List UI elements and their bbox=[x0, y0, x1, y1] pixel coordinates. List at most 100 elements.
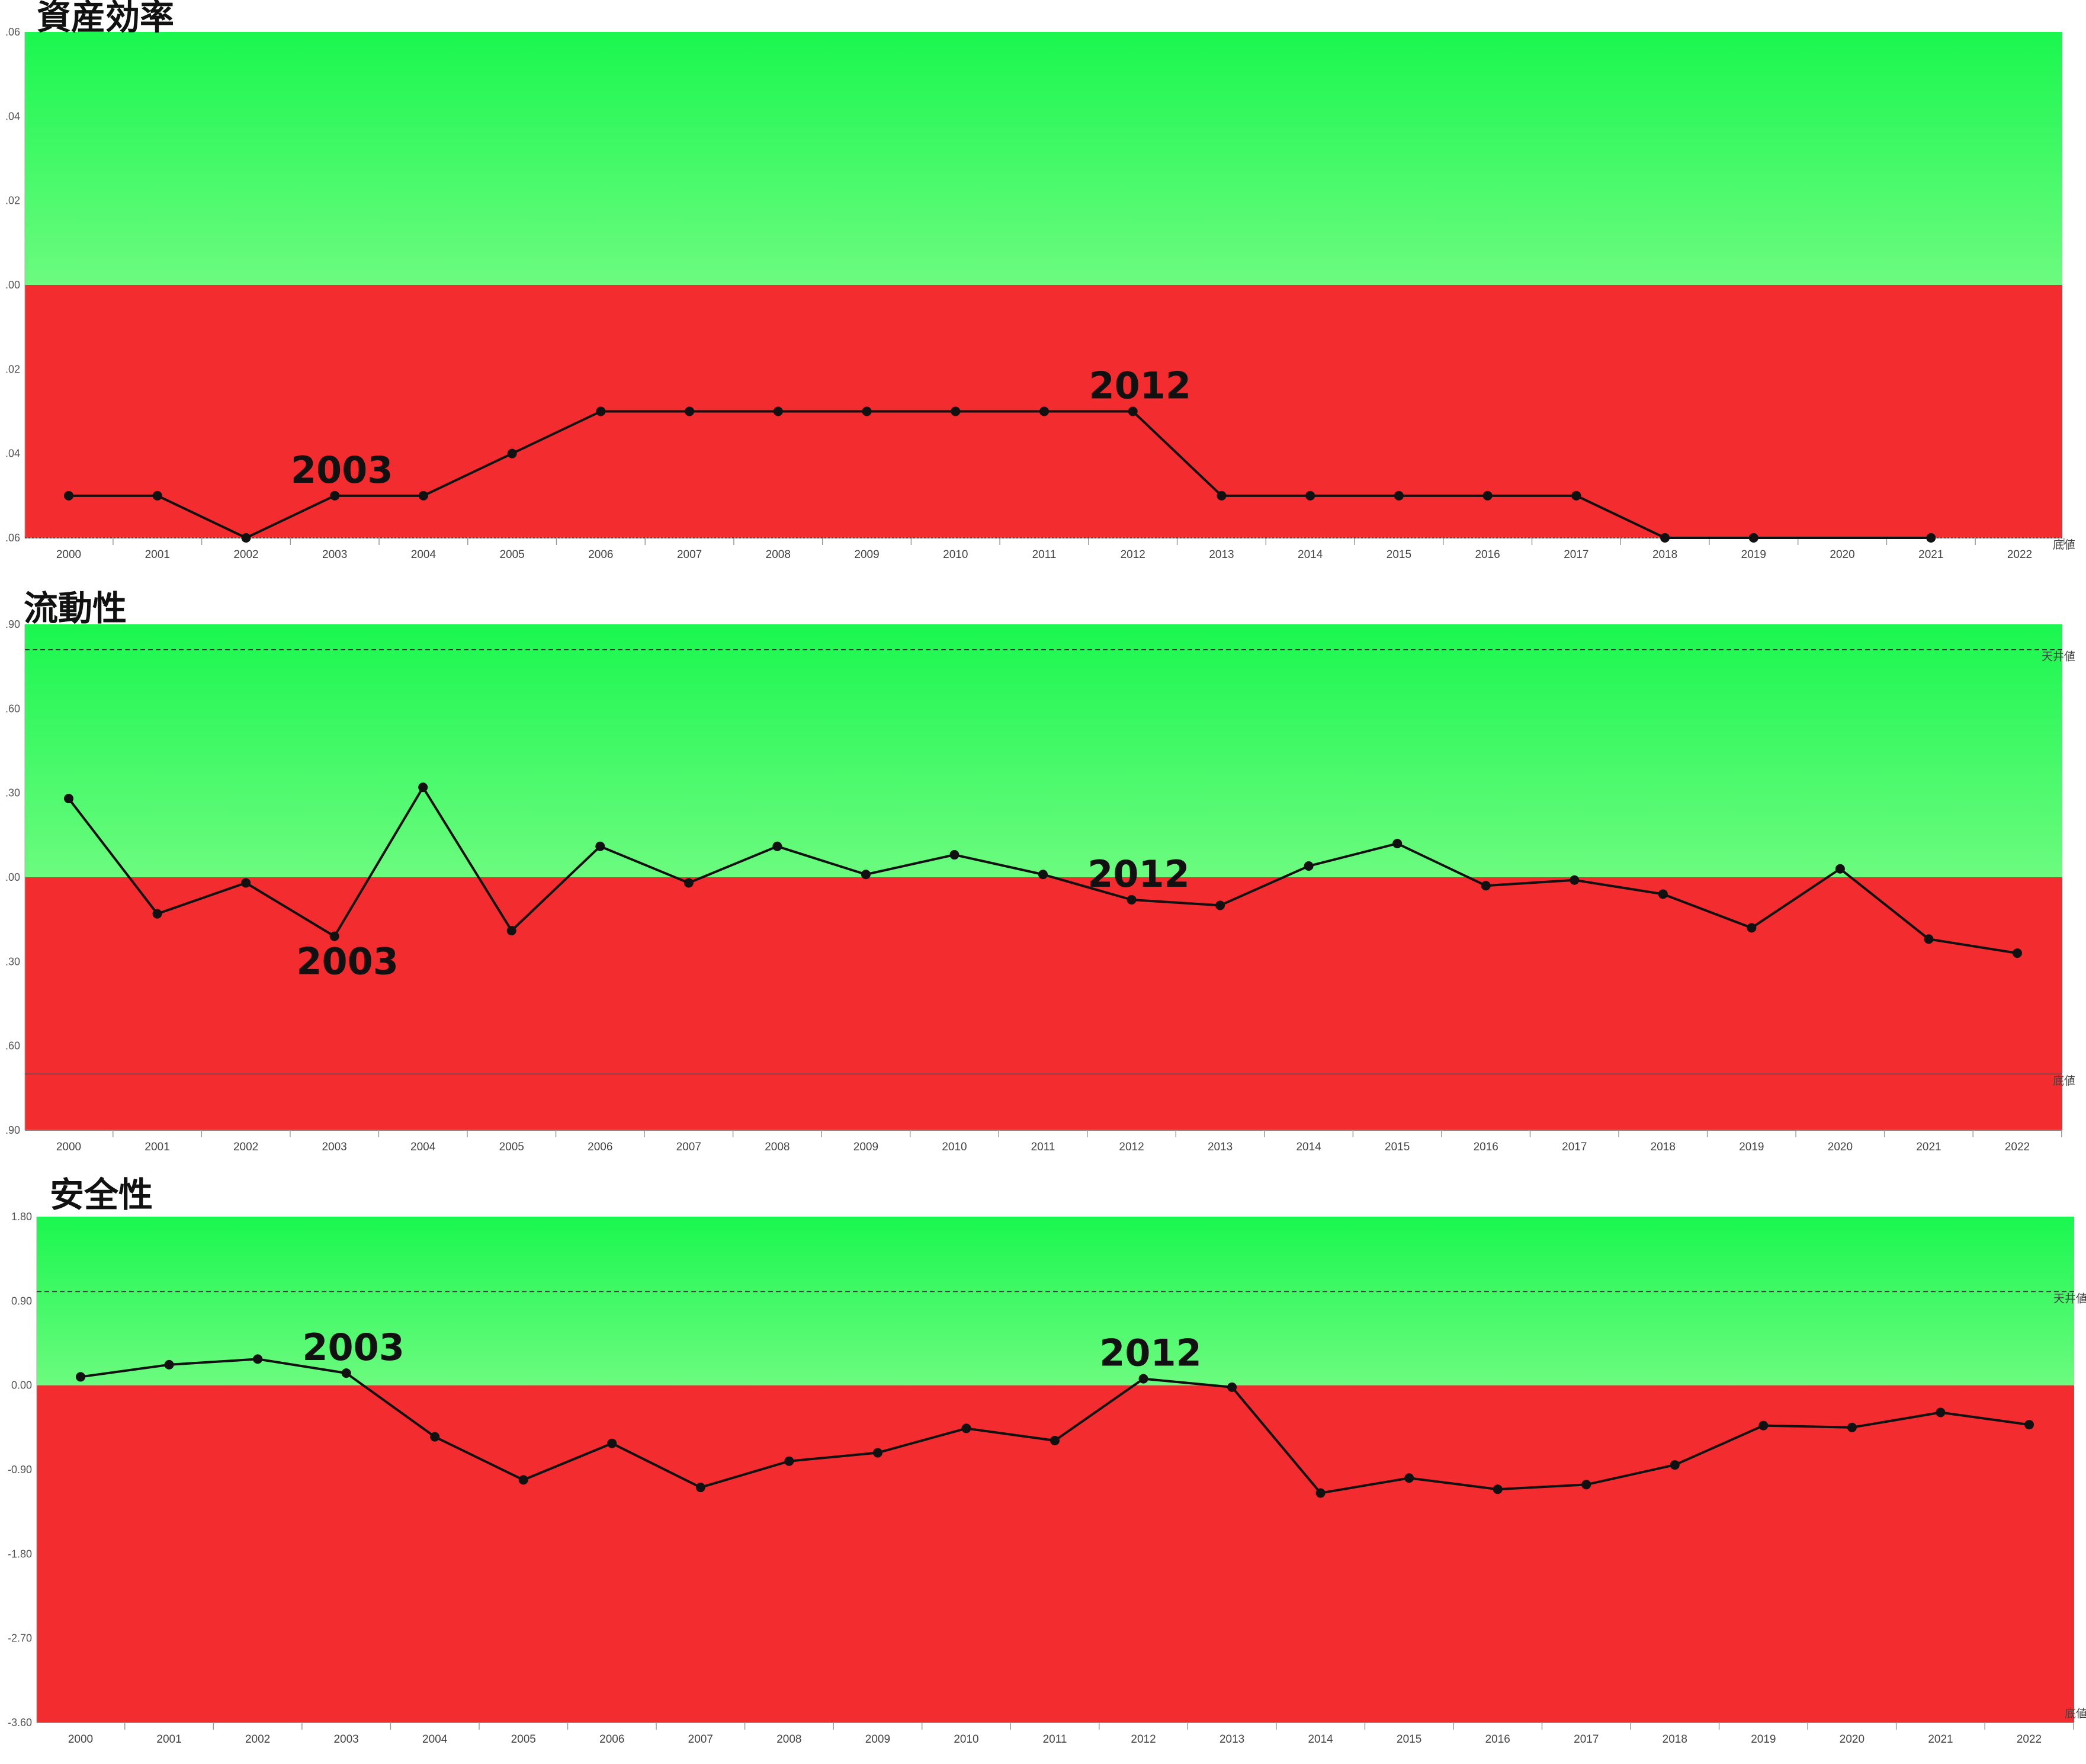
y-tick-label: .60 bbox=[5, 703, 20, 714]
data-point bbox=[951, 406, 961, 416]
y-tick-label: 0.00 bbox=[11, 1380, 32, 1391]
data-point bbox=[76, 1372, 85, 1382]
x-tick-label: 2000 bbox=[56, 549, 81, 561]
data-point bbox=[518, 1475, 528, 1485]
threshold-label: 底値 bbox=[2053, 538, 2075, 551]
x-tick-label: 2007 bbox=[688, 1733, 713, 1746]
x-tick-label: 2017 bbox=[1564, 549, 1588, 561]
data-point bbox=[1404, 1473, 1414, 1483]
y-tick-label: .30 bbox=[5, 787, 20, 799]
x-tick-label: 2019 bbox=[1741, 549, 1766, 561]
x-tick-label: 2013 bbox=[1219, 1733, 1244, 1746]
data-point bbox=[1050, 1435, 1060, 1445]
data-point bbox=[1660, 533, 1670, 543]
data-point bbox=[152, 909, 162, 919]
x-tick-label: 2006 bbox=[588, 549, 613, 561]
data-point bbox=[1835, 864, 1845, 874]
x-tick-label: 2004 bbox=[410, 1141, 436, 1153]
data-point bbox=[1571, 490, 1581, 501]
y-tick-label: 0.90 bbox=[11, 1295, 32, 1307]
data-point bbox=[1392, 839, 1403, 849]
data-point bbox=[418, 782, 428, 793]
x-tick-label: 2014 bbox=[1298, 549, 1323, 561]
positive-zone bbox=[25, 624, 2062, 877]
threshold-label: 底値 bbox=[2053, 1075, 2075, 1088]
y-tick-label: .02 bbox=[5, 363, 20, 375]
annotation-label: 2012 bbox=[1099, 1332, 1202, 1375]
y-tick-label: -0.90 bbox=[8, 1464, 32, 1476]
x-tick-label: 2000 bbox=[68, 1733, 93, 1746]
y-tick-label: -2.70 bbox=[8, 1632, 32, 1644]
x-tick-label: 2009 bbox=[854, 549, 879, 561]
data-point bbox=[773, 406, 783, 416]
chart-title: 資産効率 bbox=[37, 0, 175, 37]
x-tick-label: 2014 bbox=[1308, 1733, 1333, 1746]
annotation-label: 2003 bbox=[296, 940, 399, 983]
data-point bbox=[596, 406, 606, 416]
data-point bbox=[1847, 1422, 1857, 1432]
x-tick-label: 2019 bbox=[1739, 1141, 1764, 1153]
x-tick-label: 2005 bbox=[499, 1141, 524, 1153]
y-tick-label: .90 bbox=[5, 1124, 20, 1136]
data-point bbox=[1215, 900, 1225, 910]
x-tick-label: 2007 bbox=[676, 1141, 701, 1153]
annotation-label: 2012 bbox=[1087, 852, 1190, 896]
x-tick-label: 2016 bbox=[1474, 1141, 1498, 1153]
data-point bbox=[685, 406, 695, 416]
chart-title: 流動性 bbox=[24, 588, 127, 628]
x-tick-label: 2020 bbox=[1828, 1141, 1853, 1153]
data-point bbox=[683, 878, 694, 888]
x-tick-label: 2011 bbox=[1031, 1141, 1055, 1153]
y-tick-label: -1.80 bbox=[8, 1548, 32, 1560]
x-tick-label: 2021 bbox=[1918, 549, 1943, 561]
data-point bbox=[949, 850, 959, 860]
x-tick-label: 2022 bbox=[2005, 1141, 2030, 1153]
x-tick-label: 2016 bbox=[1485, 1733, 1510, 1746]
x-tick-label: 2011 bbox=[1043, 1733, 1067, 1746]
data-point bbox=[341, 1368, 351, 1378]
data-point bbox=[595, 841, 605, 851]
x-tick-label: 2016 bbox=[1475, 549, 1500, 561]
x-tick-label: 2015 bbox=[1387, 549, 1411, 561]
x-tick-label: 2013 bbox=[1208, 1141, 1233, 1153]
data-point bbox=[861, 870, 871, 880]
data-point bbox=[241, 533, 251, 543]
liquidity-chart: 流動性 .90 .60 .30 .00 .30 .60 .90 2000 2001 2002 200… bbox=[0, 586, 2086, 1161]
positive-zone bbox=[25, 32, 2062, 285]
data-point bbox=[1217, 490, 1227, 501]
y-tick-label: .04 bbox=[5, 110, 20, 122]
data-point bbox=[507, 448, 517, 458]
data-point bbox=[784, 1456, 794, 1466]
data-point bbox=[1758, 1420, 1769, 1431]
y-tick-label: 1.80 bbox=[11, 1211, 32, 1223]
x-tick-label: 2017 bbox=[1562, 1141, 1587, 1153]
data-point bbox=[1926, 533, 1936, 543]
x-tick-label: 2006 bbox=[588, 1141, 612, 1153]
y-tick-label: -3.60 bbox=[8, 1717, 32, 1728]
data-point bbox=[1038, 870, 1048, 880]
data-point bbox=[1936, 1407, 1946, 1417]
x-tick-label: 2001 bbox=[156, 1733, 181, 1746]
data-point bbox=[64, 794, 73, 804]
x-tick-label: 2022 bbox=[2007, 549, 2032, 561]
x-tick-label: 2002 bbox=[233, 1141, 258, 1153]
data-point bbox=[862, 406, 872, 416]
data-point bbox=[506, 926, 516, 936]
data-point bbox=[1315, 1488, 1326, 1498]
y-tick-label: .60 bbox=[5, 1040, 20, 1052]
data-point bbox=[1581, 1480, 1591, 1490]
data-point bbox=[1658, 889, 1668, 899]
y-tick-label: .06 bbox=[5, 532, 20, 544]
x-tick-label: 2006 bbox=[599, 1733, 624, 1746]
x-tick-label: 2012 bbox=[1131, 1733, 1156, 1746]
x-tick-label: 2003 bbox=[322, 549, 347, 561]
x-tick-label: 2017 bbox=[1574, 1733, 1599, 1746]
data-point bbox=[253, 1354, 263, 1364]
data-point bbox=[1305, 490, 1315, 501]
x-tick-label: 2018 bbox=[1663, 1733, 1687, 1746]
asset-efficiency-chart: 資産効率 .06 .04 .02 .00 .02 .04 .06 2000 2001 2002 20… bbox=[0, 0, 2086, 575]
x-tick-label: 2018 bbox=[1651, 1141, 1676, 1153]
negative-zone bbox=[25, 877, 2062, 1130]
data-point bbox=[2024, 1420, 2034, 1430]
x-tick-label: 2005 bbox=[499, 549, 524, 561]
